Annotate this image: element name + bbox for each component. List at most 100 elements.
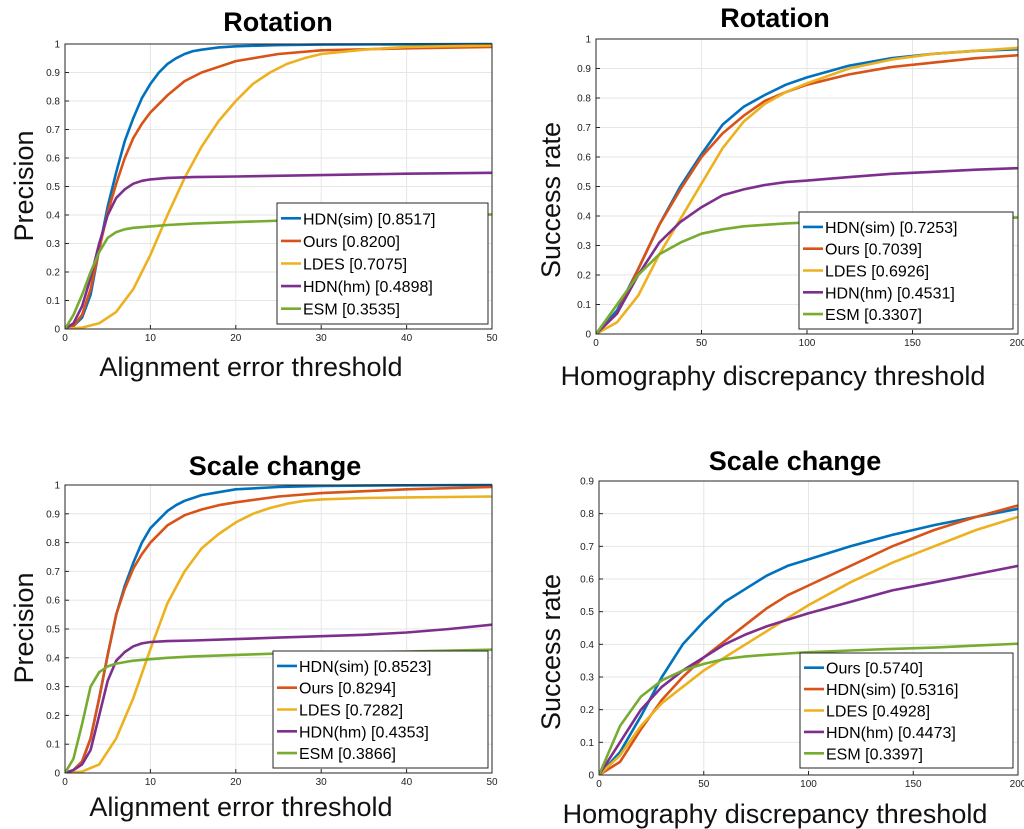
x-tick-label: 200 xyxy=(1010,779,1024,790)
y-tick-label: 0.9 xyxy=(46,509,60,520)
y-tick-label: 0.7 xyxy=(46,567,60,578)
y-tick-label: 0.6 xyxy=(46,596,60,607)
legend-entry: LDES [0.6926] xyxy=(825,264,929,281)
y-tick-label: 0.3 xyxy=(577,241,591,252)
x-tick-label: 50 xyxy=(698,779,710,790)
x-tick-label: 20 xyxy=(230,333,242,344)
series-line-3 xyxy=(599,515,1018,775)
x-tick-label: 30 xyxy=(316,777,328,788)
x-tick-label: 30 xyxy=(316,333,328,344)
legend-entry: HDN(sim) [0.8517] xyxy=(303,211,435,228)
plot-area: 0 10 20 30 40 50 0 0.1 0.2 0.3 0.4 0.5 0.6 0.7 0.8 0.9 1… xyxy=(46,40,498,345)
legend: HDN(sim) [0.8523] Ours [0.8294] LDES [0.72… xyxy=(272,650,489,769)
y-tick-label: 0 xyxy=(588,771,594,782)
legend-entry: HDN(sim) [0.7253] xyxy=(825,220,957,237)
y-tick-label: 0.9 xyxy=(577,64,591,75)
y-tick-label: 0.4 xyxy=(46,653,60,664)
x-tick-label: 10 xyxy=(145,777,157,788)
series-line-4 xyxy=(599,564,1018,775)
y-tick-label: 1 xyxy=(54,40,60,51)
y-tick-label: 0.2 xyxy=(46,268,60,279)
legend-entry: LDES [0.7075] xyxy=(303,257,407,274)
series-line-3 xyxy=(596,46,1018,334)
series-line-2 xyxy=(65,45,492,329)
y-tick-label: 0 xyxy=(54,325,60,336)
plot-area: 0 50 100 150 200 0 0.1 0.2 0.3 0.4 0.5 0.6 0.7 0.8 0.9… xyxy=(577,35,1024,350)
y-tick-label: 0.4 xyxy=(577,212,591,223)
y-tick-label: 0.8 xyxy=(46,538,60,549)
x-tick-label: 100 xyxy=(799,338,816,349)
y-tick-label: 0.4 xyxy=(580,640,594,651)
x-tick-label: 0 xyxy=(596,779,602,790)
chart-title: Scale change xyxy=(709,446,882,476)
y-axis-label: Precision xyxy=(9,572,39,683)
y-tick-label: 0.2 xyxy=(580,705,594,716)
legend-entry: Ours [0.5740] xyxy=(826,661,923,678)
y-tick-label: 0.8 xyxy=(577,94,591,105)
y-tick-label: 0.1 xyxy=(577,300,591,311)
y-tick-label: 0.1 xyxy=(46,740,60,751)
chart-scale-homography: Scale change Homography discrepancy thre… xyxy=(536,446,1024,829)
x-tick-label: 100 xyxy=(800,779,817,790)
legend-entry: LDES [0.7282] xyxy=(299,703,403,720)
x-tick-label: 150 xyxy=(905,779,922,790)
x-tick-label: 40 xyxy=(401,777,413,788)
legend-entry: HDN(hm) [0.4473] xyxy=(826,725,956,742)
legend-entry: Ours [0.8200] xyxy=(303,234,400,251)
series-line-3 xyxy=(65,44,492,329)
y-tick-label: 0.8 xyxy=(580,509,594,520)
y-tick-label: 0.5 xyxy=(577,182,591,193)
x-tick-label: 200 xyxy=(1010,338,1024,349)
y-axis-label: Precision xyxy=(9,130,39,241)
plot-area: 0 50 100 150 200 0 0.1 0.2 0.3 0.4 0.5 0.6 0.7 0.8 0.9… xyxy=(580,477,1024,791)
y-tick-label: 0.7 xyxy=(577,123,591,134)
y-tick-label: 0 xyxy=(54,769,60,780)
legend-entry: LDES [0.4928] xyxy=(826,704,930,721)
y-tick-label: 0.7 xyxy=(580,542,594,553)
y-tick-label: 0.3 xyxy=(580,673,594,684)
legend: Ours [0.5740] HDN(sim) [0.5316] LDES [0.49… xyxy=(799,652,1014,769)
chart-title: Rotation xyxy=(720,3,829,33)
legend-entry: Ours [0.7039] xyxy=(825,242,922,259)
legend-entry: ESM [0.3866] xyxy=(299,746,396,763)
x-tick-label: 0 xyxy=(62,333,68,344)
y-tick-label: 0.2 xyxy=(46,711,60,722)
series-line-2 xyxy=(65,485,492,773)
y-tick-label: 0.1 xyxy=(580,738,594,749)
y-tick-label: 0.5 xyxy=(46,182,60,193)
series-line-2 xyxy=(596,53,1018,334)
x-tick-label: 50 xyxy=(696,338,708,349)
chart-rotation-homography: Rotation Homography discrepancy threshol… xyxy=(536,3,1024,391)
x-tick-label: 50 xyxy=(486,777,498,788)
legend-entry: ESM [0.3535] xyxy=(303,302,400,319)
legend-entry: HDN(sim) [0.5316] xyxy=(826,682,958,699)
legend-box xyxy=(798,211,1014,330)
y-tick-label: 0.2 xyxy=(577,271,591,282)
legend-box xyxy=(272,650,489,769)
legend-entry: HDN(hm) [0.4353] xyxy=(299,724,429,741)
series-line-4 xyxy=(65,171,492,329)
y-tick-label: 0.9 xyxy=(46,68,60,79)
legend-entry: HDN(sim) [0.8523] xyxy=(299,659,431,676)
chart-title: Scale change xyxy=(189,451,362,481)
legend-box xyxy=(799,652,1014,769)
legend-box xyxy=(276,202,489,325)
y-tick-label: 0 xyxy=(585,330,591,341)
chart-title: Rotation xyxy=(223,7,332,37)
x-tick-label: 50 xyxy=(486,333,498,344)
y-tick-label: 0.3 xyxy=(46,682,60,693)
x-axis-label: Homography discrepancy threshold xyxy=(561,361,986,391)
series-line-3 xyxy=(65,495,492,773)
x-tick-label: 0 xyxy=(62,777,68,788)
y-tick-label: 0.9 xyxy=(580,477,594,488)
plot-area: 0 10 20 30 40 50 0 0.1 0.2 0.3 0.4 0.5 0.6 0.7 0.8 0.9 1… xyxy=(46,481,498,789)
legend: HDN(sim) [0.7253] Ours [0.7039] LDES [0.69… xyxy=(798,211,1014,330)
y-tick-label: 0.1 xyxy=(46,296,60,307)
y-tick-label: 0.6 xyxy=(580,575,594,586)
x-tick-label: 20 xyxy=(230,777,242,788)
y-tick-label: 0.3 xyxy=(46,239,60,250)
y-tick-label: 0.5 xyxy=(580,607,594,618)
x-axis-label: Alignment error threshold xyxy=(99,352,402,382)
legend-entry: Ours [0.8294] xyxy=(299,681,396,698)
